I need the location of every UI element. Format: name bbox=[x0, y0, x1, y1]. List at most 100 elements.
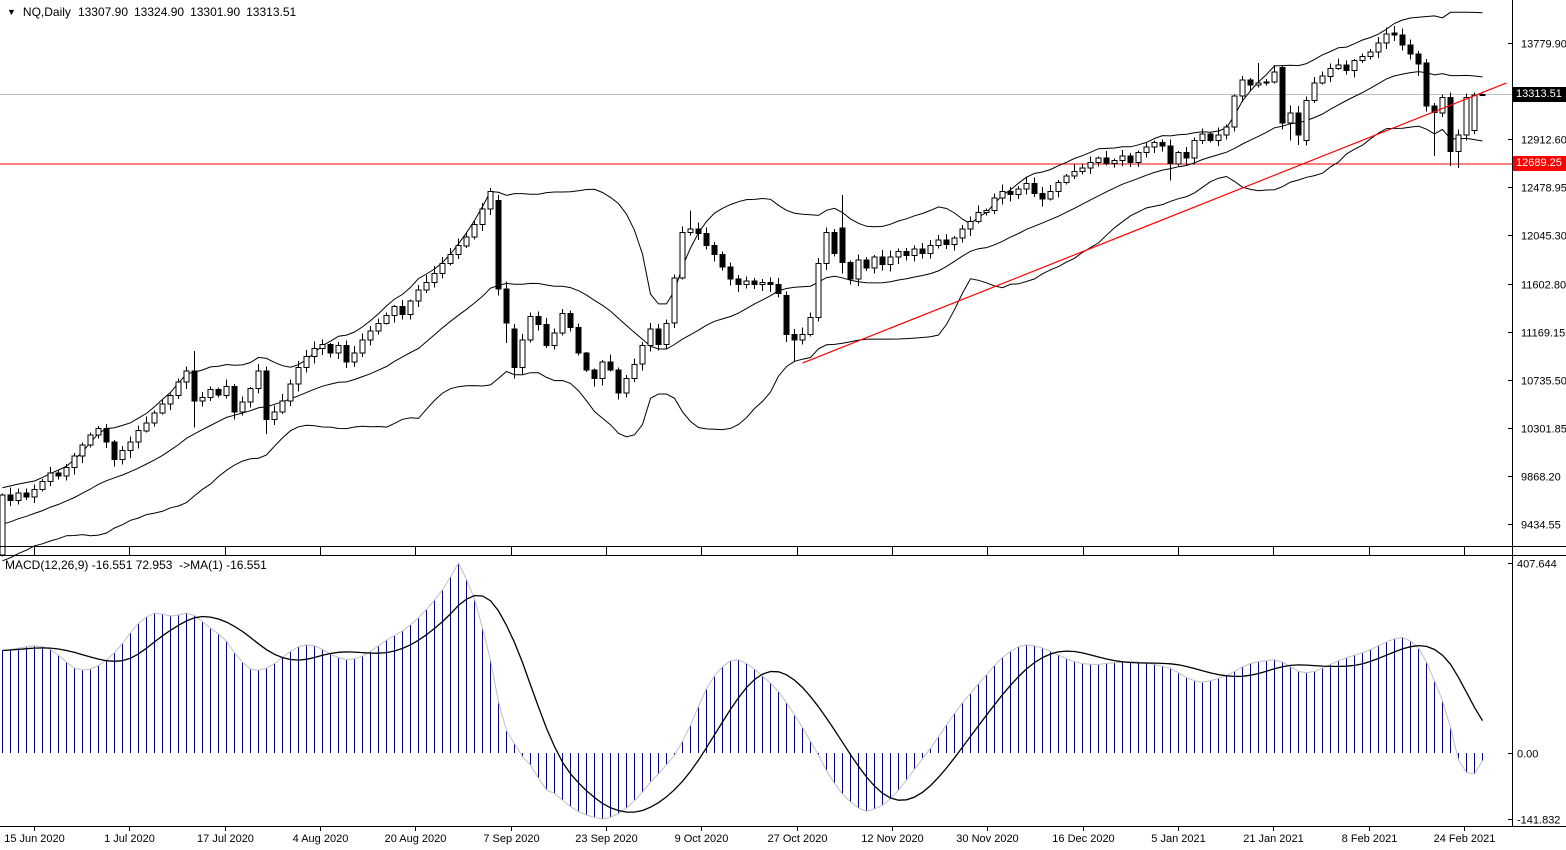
bollinger-lower-band bbox=[2, 125, 1483, 562]
candle-body bbox=[991, 197, 998, 211]
candle-body bbox=[175, 381, 182, 396]
candle-body bbox=[239, 401, 246, 413]
candle-body bbox=[1335, 64, 1342, 69]
candle-body bbox=[1271, 71, 1278, 83]
candle-body bbox=[215, 389, 222, 396]
candle-body bbox=[615, 369, 622, 394]
candle-body bbox=[1359, 55, 1366, 62]
candle-body bbox=[815, 262, 822, 319]
candle-body bbox=[1327, 68, 1334, 77]
time-axis-label: 17 Jul 2020 bbox=[197, 833, 254, 845]
price-axis-label: 11169.15 bbox=[1521, 328, 1565, 340]
candle-body bbox=[1007, 190, 1014, 196]
candle-body bbox=[1151, 142, 1158, 148]
candle-body bbox=[975, 212, 982, 222]
time-axis[interactable] bbox=[0, 827, 1566, 850]
candle-body bbox=[663, 322, 670, 345]
candle-body bbox=[1367, 51, 1374, 57]
candle-body bbox=[119, 450, 126, 461]
candle-body bbox=[871, 256, 878, 269]
candle-body bbox=[39, 481, 46, 491]
candle-body bbox=[0, 494, 6, 556]
time-axis-label: 30 Nov 2020 bbox=[956, 833, 1018, 845]
macd-histogram bbox=[2, 563, 1483, 820]
candle-body bbox=[847, 261, 854, 280]
candle-body bbox=[711, 245, 718, 256]
candle-body bbox=[831, 231, 838, 254]
time-axis-label: 9 Oct 2020 bbox=[675, 833, 729, 845]
candle-body bbox=[47, 472, 54, 483]
candle-body bbox=[1039, 193, 1046, 200]
candle-body bbox=[407, 300, 414, 315]
pane-divider[interactable] bbox=[0, 547, 1512, 556]
candle-body bbox=[751, 280, 758, 286]
time-axis-label: 4 Aug 2020 bbox=[293, 833, 349, 845]
price-axis[interactable] bbox=[1512, 0, 1566, 826]
macd-indicator-label: MACD(12,26,9) -16.551 72.953 ->MA(1) -16… bbox=[5, 558, 267, 572]
candle-body bbox=[1247, 79, 1254, 86]
macd-axis-label: 407.644 bbox=[1517, 559, 1557, 571]
candle-body bbox=[191, 370, 198, 402]
candle-body bbox=[759, 281, 766, 285]
candle-body bbox=[895, 250, 902, 258]
candle-body bbox=[111, 441, 118, 460]
candle-body bbox=[623, 378, 630, 394]
macd-axis-label: 0.00 bbox=[1517, 749, 1538, 761]
candle-body bbox=[927, 245, 934, 254]
macd-signal-line bbox=[2, 594, 1484, 813]
candle-body bbox=[1183, 152, 1190, 159]
candle-body bbox=[767, 281, 774, 285]
candle-body bbox=[439, 262, 446, 274]
candle-body bbox=[319, 343, 326, 350]
open-value: 13307.90 bbox=[77, 5, 128, 19]
candle-body bbox=[1119, 155, 1126, 161]
candle-body bbox=[231, 385, 238, 413]
candle-body bbox=[1167, 145, 1174, 165]
candle-body bbox=[1383, 33, 1390, 44]
macd-pane[interactable] bbox=[0, 556, 1512, 826]
candle-body bbox=[583, 352, 590, 371]
candle-body bbox=[279, 400, 286, 413]
candle-body bbox=[1431, 105, 1438, 114]
price-axis-label: 11602.80 bbox=[1521, 280, 1566, 292]
time-axis-label: 5 Jan 2021 bbox=[1151, 833, 1205, 845]
candle-body bbox=[1047, 190, 1054, 200]
candle-body bbox=[343, 344, 350, 363]
candle-body bbox=[15, 492, 22, 502]
candle-body bbox=[1191, 140, 1198, 159]
main-chart-pane[interactable] bbox=[0, 0, 1512, 547]
candle-body bbox=[1479, 94, 1486, 97]
candle-body bbox=[799, 333, 806, 341]
candle-body bbox=[471, 224, 478, 238]
high-value: 13324.90 bbox=[134, 5, 185, 19]
candle-body bbox=[1311, 82, 1318, 102]
candle-body bbox=[375, 322, 382, 332]
candlestick-series bbox=[0, 25, 1486, 557]
candle-body bbox=[1239, 79, 1246, 97]
candle-body bbox=[1391, 32, 1398, 36]
close-value: 13313.51 bbox=[246, 5, 297, 19]
trendline[interactable] bbox=[802, 82, 1507, 364]
candle-body bbox=[1207, 133, 1214, 141]
macd-axis-label: -141.832 bbox=[1517, 815, 1560, 827]
candle-body bbox=[63, 466, 70, 477]
price-axis-label: 13779.90 bbox=[1521, 39, 1566, 51]
candle-body bbox=[1143, 146, 1150, 154]
candle-body bbox=[591, 369, 598, 380]
candle-body bbox=[247, 388, 254, 403]
time-axis-label: 15 Jun 2020 bbox=[4, 833, 65, 845]
candle-body bbox=[1415, 53, 1422, 65]
candle-body bbox=[687, 228, 694, 233]
candle-body bbox=[1159, 142, 1166, 147]
candle-body bbox=[559, 312, 566, 334]
candle-body bbox=[1135, 152, 1142, 164]
chart-ohlc-readout: ▼ NQ,Daily 13307.90 13324.90 13301.90 13… bbox=[7, 5, 296, 19]
candle-body bbox=[879, 256, 886, 266]
candle-body bbox=[1447, 96, 1454, 153]
candle-body bbox=[1095, 157, 1102, 164]
candle-body bbox=[631, 363, 638, 380]
candle-body bbox=[1087, 162, 1094, 169]
candle-body bbox=[719, 254, 726, 268]
candle-body bbox=[1175, 152, 1182, 165]
